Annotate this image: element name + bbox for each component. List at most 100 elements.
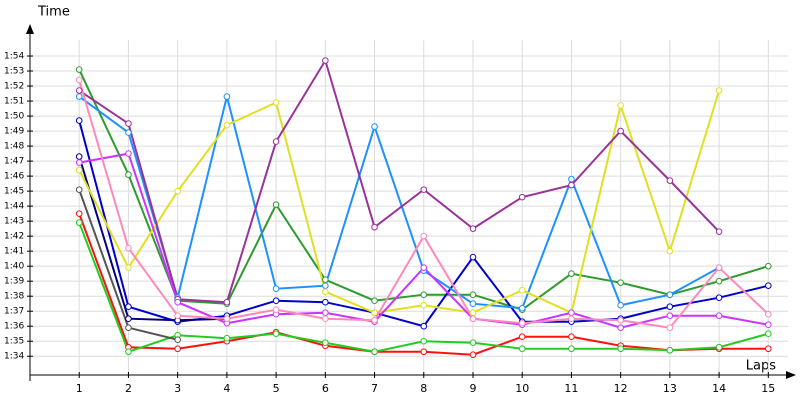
data-point [420, 232, 428, 240]
data-point [568, 175, 575, 183]
data-point [765, 330, 772, 338]
data-point [617, 324, 624, 332]
data-point [568, 345, 575, 353]
data-point [469, 253, 477, 261]
data-point [174, 187, 181, 195]
data-point [518, 304, 526, 312]
data-point [322, 288, 329, 295]
data-point [420, 291, 428, 298]
data-point [125, 315, 132, 323]
x-tick-label: 7 [371, 382, 378, 395]
x-tick-label: 12 [614, 382, 628, 395]
y-axis-label: Time [37, 5, 70, 20]
y-tick-label: 1:52 [4, 82, 24, 92]
x-tick-label: 2 [125, 382, 132, 395]
y-tick-label: 1:49 [4, 127, 24, 137]
data-point [223, 298, 231, 306]
x-tick-label: 6 [322, 382, 329, 395]
data-point [272, 285, 280, 292]
data-point [371, 297, 378, 304]
data-point [518, 345, 526, 353]
data-point [518, 193, 526, 201]
y-tick-label: 1:38 [4, 292, 24, 302]
data-point [125, 129, 132, 136]
data-point [75, 186, 83, 193]
y-tick-label: 1:45 [4, 187, 24, 197]
data-point [715, 87, 723, 94]
data-point [272, 297, 280, 304]
data-point [420, 186, 428, 193]
data-point [469, 225, 477, 232]
data-point [223, 121, 231, 129]
data-point [518, 319, 526, 327]
data-point [174, 298, 181, 306]
data-point [568, 181, 575, 189]
data-point [75, 159, 83, 166]
data-point [75, 76, 83, 84]
data-point [371, 223, 378, 231]
data-point [568, 309, 575, 317]
data-point [75, 66, 83, 73]
y-tick-label: 1:54 [4, 52, 24, 62]
data-point [125, 348, 132, 356]
data-point [666, 312, 674, 320]
data-point [617, 345, 624, 353]
data-point [75, 166, 83, 174]
data-point [420, 301, 428, 309]
data-point [715, 343, 723, 351]
data-point [420, 322, 428, 330]
data-point [568, 315, 575, 323]
y-tick-label: 1:44 [4, 202, 24, 212]
y-tick-label: 1:37 [4, 307, 24, 317]
y-tick-label: 1:42 [4, 232, 24, 242]
data-point [174, 336, 181, 344]
data-point [715, 294, 723, 301]
data-point [371, 309, 378, 317]
data-point [75, 93, 83, 100]
data-point [371, 123, 378, 130]
data-point [469, 315, 477, 323]
x-axis-arrow [786, 371, 796, 379]
y-tick-label: 1:41 [4, 247, 24, 257]
data-point [469, 291, 477, 298]
data-point [223, 334, 231, 342]
y-tick-label: 1:43 [4, 217, 24, 227]
y-tick-label: 1:36 [4, 322, 24, 332]
data-point [765, 310, 772, 318]
data-point [272, 201, 280, 208]
data-point [666, 303, 674, 311]
x-tick-label: 11 [564, 382, 578, 395]
x-tick-label: 3 [174, 382, 181, 395]
data-point [272, 99, 280, 106]
y-tick-label: 1:39 [4, 277, 24, 287]
x-tick-label: 10 [515, 382, 529, 395]
series-line [78, 95, 720, 310]
data-point [272, 138, 280, 145]
data-point [125, 324, 132, 332]
data-point [568, 333, 575, 341]
y-axis-arrow [26, 24, 34, 34]
data-point [75, 153, 83, 160]
data-point [371, 348, 378, 356]
data-point [420, 348, 428, 356]
data-point [666, 324, 674, 332]
series-line [78, 156, 227, 322]
data-point [469, 339, 477, 347]
data-point [371, 316, 378, 324]
data-point [125, 171, 132, 178]
y-tick-label: 1:47 [4, 157, 24, 167]
data-point [420, 337, 428, 345]
x-tick-label: 8 [420, 382, 427, 395]
data-point [469, 309, 477, 317]
data-point [518, 286, 526, 294]
data-point [617, 279, 624, 286]
data-point [765, 282, 772, 289]
data-point [174, 345, 181, 353]
data-point [322, 282, 329, 289]
data-point [568, 270, 575, 277]
data-point [765, 345, 772, 353]
x-tick-label: 14 [712, 382, 726, 395]
data-point [174, 312, 181, 320]
x-tick-label: 13 [663, 382, 677, 395]
